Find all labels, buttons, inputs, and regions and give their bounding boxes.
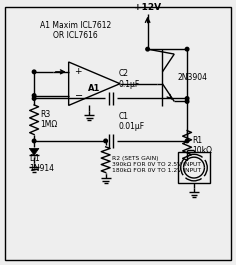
Text: C1
0.01μF: C1 0.01μF <box>118 112 145 131</box>
Text: 2N3904: 2N3904 <box>177 73 207 82</box>
Text: R2 (SETS GAIN)
390kΩ FOR 0V TO 2.5V INPUT
180kΩ FOR 0V TO 1.2V INPUT: R2 (SETS GAIN) 390kΩ FOR 0V TO 2.5V INPU… <box>112 156 201 173</box>
Circle shape <box>32 94 36 97</box>
Text: C2
0.1μF: C2 0.1μF <box>118 69 140 89</box>
Circle shape <box>185 47 189 51</box>
Circle shape <box>32 139 36 143</box>
Circle shape <box>185 97 189 100</box>
Text: A1 Maxim ICL7612
OR ICL7616: A1 Maxim ICL7612 OR ICL7616 <box>40 21 111 40</box>
Circle shape <box>185 100 189 103</box>
Bar <box>178 152 210 183</box>
Circle shape <box>104 139 107 143</box>
Circle shape <box>185 139 189 143</box>
Text: D1
1N914: D1 1N914 <box>29 154 54 173</box>
Text: +12V: +12V <box>134 3 161 12</box>
Circle shape <box>32 70 36 74</box>
Circle shape <box>32 97 36 100</box>
Text: R3
1MΩ: R3 1MΩ <box>40 110 57 129</box>
Text: +: + <box>75 67 82 76</box>
Text: −: − <box>75 91 83 100</box>
Text: A1: A1 <box>88 84 101 93</box>
Polygon shape <box>29 148 39 155</box>
Text: R1
10kΩ: R1 10kΩ <box>192 136 212 155</box>
Circle shape <box>146 47 149 51</box>
